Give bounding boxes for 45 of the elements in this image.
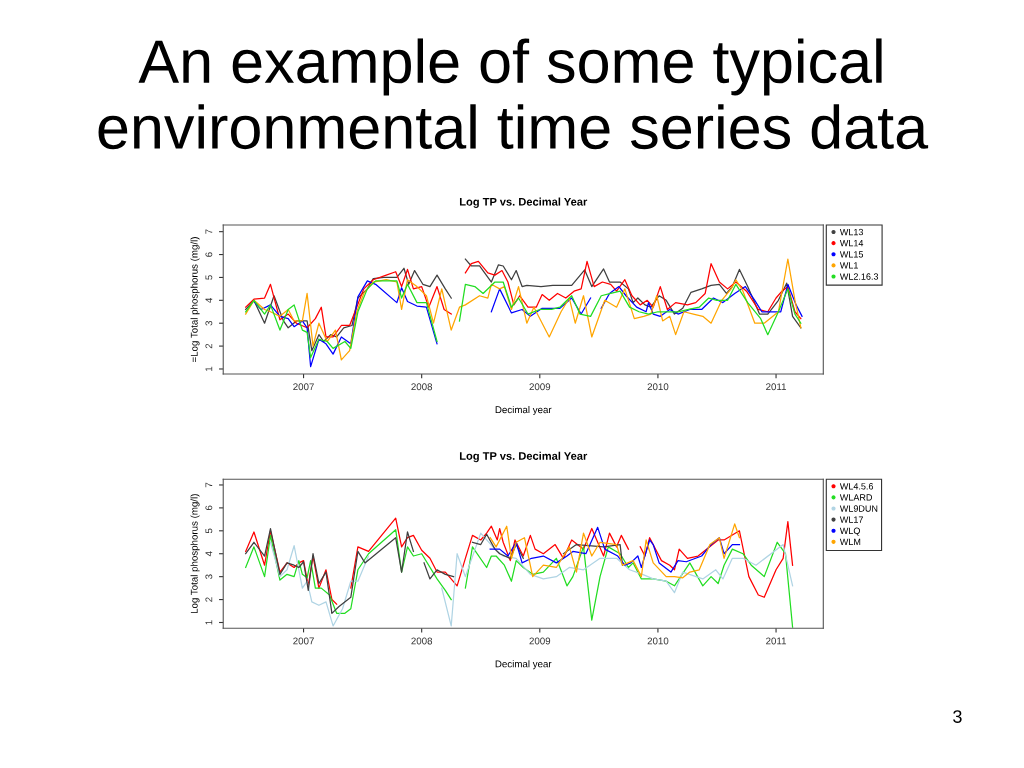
y-tick-label: 4 bbox=[205, 297, 213, 303]
legend-label: WL2.16.3 bbox=[839, 273, 879, 280]
legend-label: WL14 bbox=[839, 240, 864, 247]
x-tick-label: 2010 bbox=[647, 637, 669, 645]
x-tick-label: 2008 bbox=[411, 383, 433, 391]
x-tick-label: 2009 bbox=[529, 383, 551, 391]
y-tick-label: 5 bbox=[205, 528, 213, 534]
x-tick-label: 2011 bbox=[766, 637, 787, 645]
line-series bbox=[489, 523, 741, 579]
x-tick-label: 2007 bbox=[293, 383, 314, 391]
y-tick-label: 7 bbox=[205, 482, 213, 488]
x-tick-label: 2011 bbox=[766, 383, 787, 391]
x-tick-label: 2010 bbox=[647, 383, 669, 391]
legend-label: WL9DUN bbox=[839, 505, 878, 512]
chart-title: Log TP vs. Decimal Year bbox=[459, 197, 588, 208]
x-axis-title: Decimal year bbox=[495, 660, 552, 670]
y-tick-label: 2 bbox=[205, 597, 213, 602]
text: 3 bbox=[953, 710, 962, 723]
chart-title: Log TP vs. Decimal Year bbox=[459, 451, 588, 463]
y-tick-label: 2 bbox=[205, 343, 213, 349]
y-tick-label: 6 bbox=[205, 252, 213, 257]
y-tick-label: 5 bbox=[205, 275, 213, 280]
y-tick-label: 4 bbox=[205, 551, 213, 557]
legend-label: WL13 bbox=[839, 228, 864, 236]
line-series bbox=[489, 526, 741, 573]
x-tick-label: 2008 bbox=[411, 637, 433, 645]
y-tick-label: 3 bbox=[205, 320, 213, 326]
y-tick-label: 6 bbox=[205, 505, 213, 511]
legend-label: WLM bbox=[839, 538, 861, 545]
legend-label: WL4.5.6 bbox=[839, 483, 874, 490]
y-tick-label: 7 bbox=[205, 229, 213, 234]
x-tick-label: 2007 bbox=[293, 637, 314, 645]
y-tick-label: 3 bbox=[205, 574, 213, 579]
y-axis-title: =Log Total phosphorus (mg/l) bbox=[190, 237, 200, 363]
legend-label: WL15 bbox=[839, 251, 864, 258]
y-tick-label: 1 bbox=[205, 620, 213, 625]
legend-label: WLQ bbox=[839, 527, 860, 536]
x-tick-label: 2009 bbox=[529, 637, 551, 645]
legend-label: WLARD bbox=[839, 494, 873, 501]
y-axis-title: Log Total phosphorus (mg/l) bbox=[190, 494, 200, 614]
x-axis-title: Decimal year bbox=[495, 406, 552, 416]
y-tick-label: 1 bbox=[205, 366, 213, 371]
legend-label: WL1 bbox=[839, 262, 858, 269]
legend-label: WL17 bbox=[839, 516, 863, 523]
text: An example of some typical environmental time series data bbox=[98, 38, 929, 150]
